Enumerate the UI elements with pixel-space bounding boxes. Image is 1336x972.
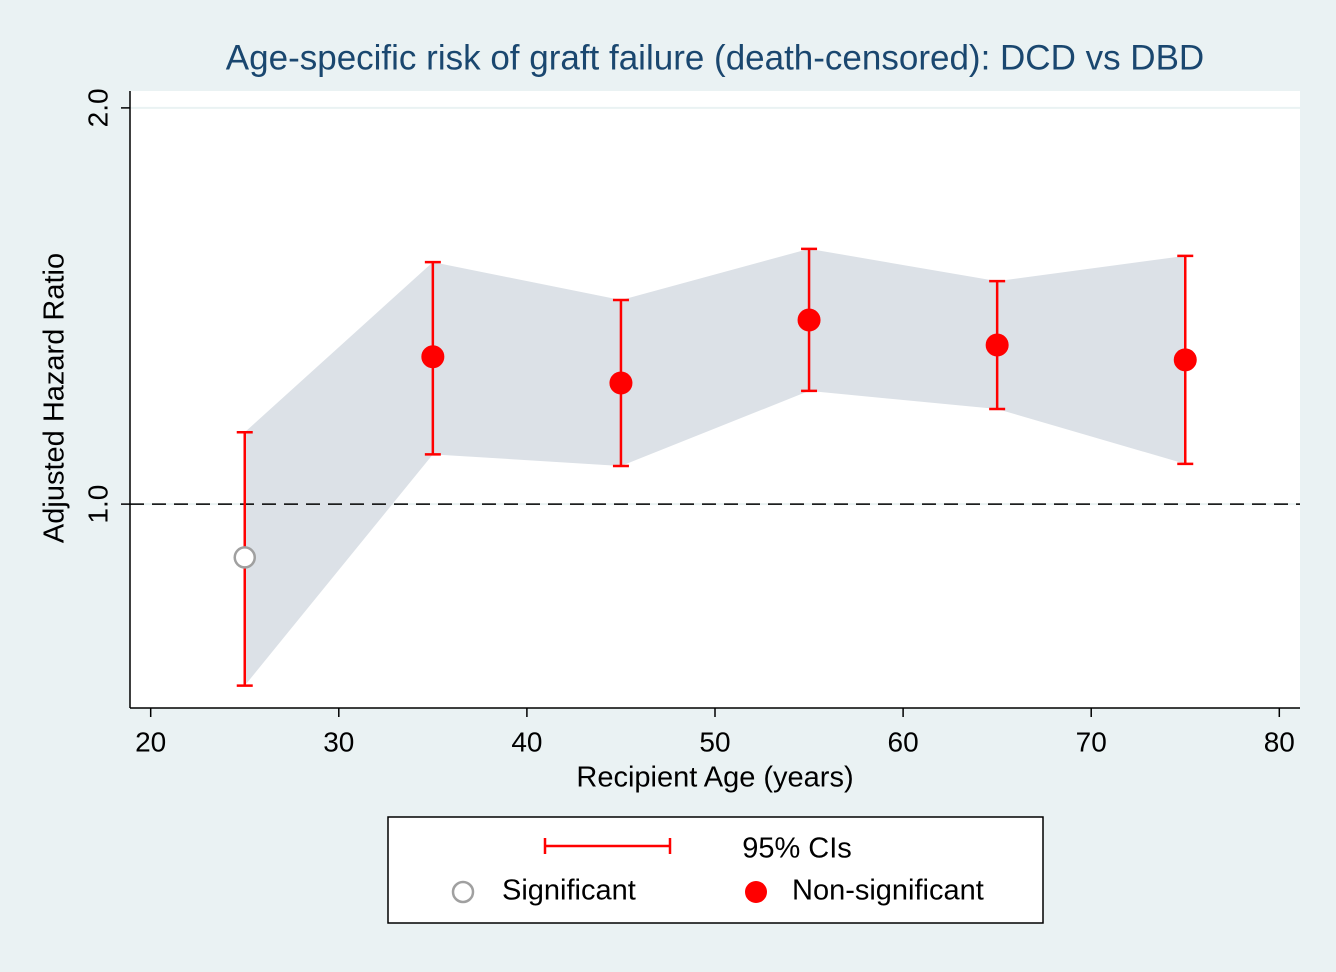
legend-label: Significant (502, 875, 636, 907)
significant-point (233, 546, 256, 569)
x-tick-label: 30 (323, 726, 354, 757)
nonsignificant-point (1173, 348, 1197, 372)
chart-title: Age-specific risk of graft failure (deat… (226, 38, 1204, 77)
legend-label: 95% CIs (742, 833, 852, 865)
x-tick-label: 50 (699, 726, 730, 757)
x-tick-label: 80 (1264, 726, 1295, 757)
nonsignificant-point (985, 333, 1009, 357)
y-tick-label: 2.0 (82, 88, 113, 127)
legend-significant-marker (451, 880, 475, 904)
y-axis-label: Adjusted Hazard Ratio (39, 253, 71, 543)
x-tick-label: 40 (511, 726, 542, 757)
x-tick-label: 70 (1076, 726, 1107, 757)
x-tick-label: 20 (135, 726, 166, 757)
legend-nonsignificant-marker (745, 881, 767, 903)
legend (387, 816, 1044, 924)
nonsignificant-point (609, 371, 633, 395)
nonsignificant-point (421, 345, 445, 369)
nonsignificant-point (797, 308, 821, 332)
x-tick-label: 60 (888, 726, 919, 757)
y-tick-label: 1.0 (82, 485, 113, 524)
ci-band (244, 248, 1186, 686)
legend-label: Non-significant (792, 875, 984, 907)
x-axis-label: Recipient Age (years) (576, 762, 853, 794)
